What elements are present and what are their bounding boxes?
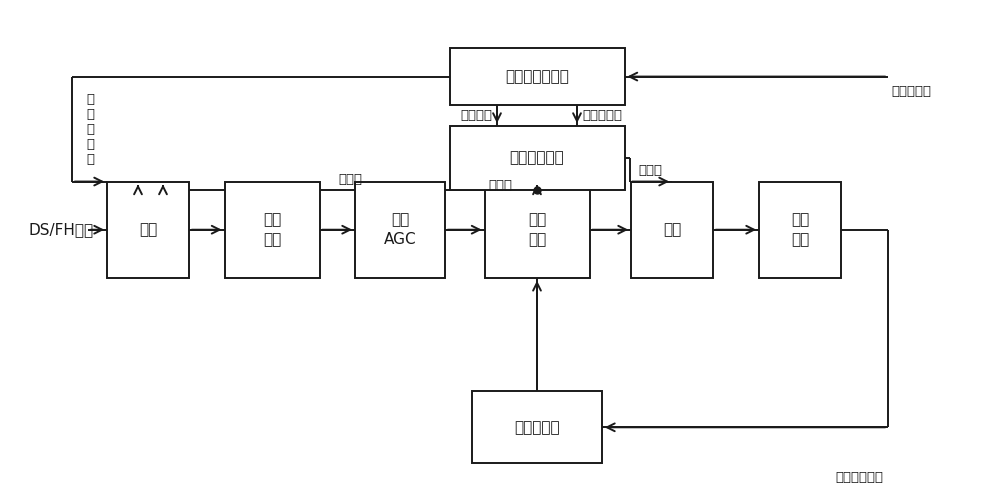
Text: 跳频码: 跳频码 (338, 173, 362, 186)
Text: 扩频码: 扩频码 (639, 164, 663, 177)
Text: 相位
旋转: 相位 旋转 (528, 212, 546, 247)
Text: 旋转量控制: 旋转量控制 (514, 420, 560, 435)
Text: DS/FH信号: DS/FH信号 (28, 222, 93, 237)
Bar (450, 48, 624, 105)
Text: 解扩: 解扩 (663, 222, 681, 237)
Text: 跳频码: 跳频码 (488, 179, 512, 192)
Bar (631, 182, 713, 278)
Bar (355, 182, 445, 278)
Text: 数字
AGC: 数字 AGC (384, 212, 416, 247)
Text: 参考时钟: 参考时钟 (460, 109, 492, 122)
Text: 相位调整量累加: 相位调整量累加 (505, 69, 569, 84)
Text: 累加
判决: 累加 判决 (791, 212, 809, 247)
Bar (225, 182, 320, 278)
Bar (472, 391, 602, 463)
Text: 跳扩码字生成: 跳扩码字生成 (510, 151, 564, 165)
Bar (107, 182, 189, 278)
Text: 整周期调整: 整周期调整 (582, 109, 622, 122)
Text: 状态切换控制: 状态切换控制 (835, 471, 883, 485)
Text: 相位调整量: 相位调整量 (891, 85, 931, 98)
Text: 解跳: 解跳 (139, 222, 157, 237)
Bar (759, 182, 841, 278)
Bar (450, 126, 624, 190)
Text: 周
期
内
调
整: 周 期 内 调 整 (86, 92, 94, 165)
Bar (485, 182, 590, 278)
Text: 滤波
抽取: 滤波 抽取 (263, 212, 281, 247)
